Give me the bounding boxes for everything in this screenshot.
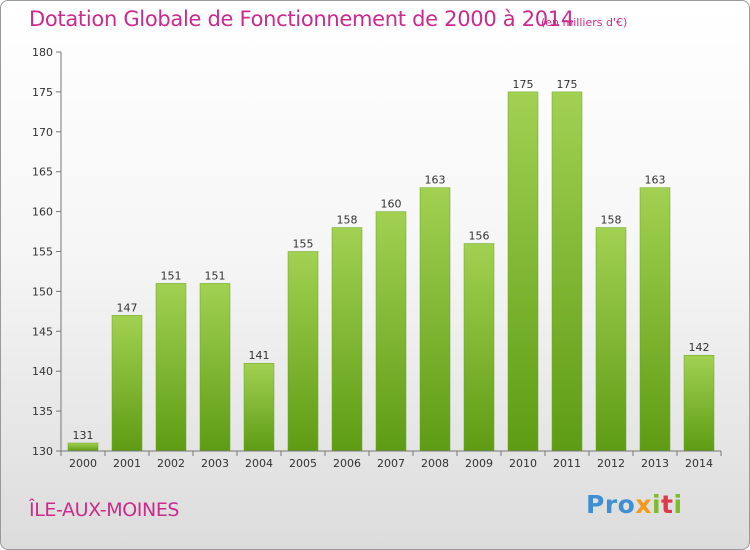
y-tick-label: 170 bbox=[32, 126, 53, 139]
y-tick-label: 175 bbox=[32, 86, 53, 99]
y-tick-label: 140 bbox=[32, 365, 53, 378]
value-label-2011: 175 bbox=[557, 78, 578, 91]
y-tick-label: 180 bbox=[32, 46, 53, 59]
value-label-2008: 163 bbox=[425, 174, 446, 187]
x-tick-label-2006: 2006 bbox=[333, 457, 361, 470]
bar-2003 bbox=[199, 283, 231, 452]
y-tick-label: 130 bbox=[32, 445, 53, 458]
value-label-2013: 163 bbox=[645, 174, 666, 187]
bar-2014 bbox=[683, 354, 715, 452]
value-label-2014: 142 bbox=[689, 341, 710, 354]
value-label-2003: 151 bbox=[205, 269, 226, 282]
y-tick-label: 160 bbox=[32, 206, 53, 219]
value-label-2002: 151 bbox=[161, 269, 182, 282]
bar-2000 bbox=[67, 442, 99, 452]
y-tick-label: 165 bbox=[32, 166, 53, 179]
bar-2002 bbox=[155, 283, 187, 452]
x-tick-label-2003: 2003 bbox=[201, 457, 229, 470]
value-label-2012: 158 bbox=[601, 214, 622, 227]
y-tick-label: 145 bbox=[32, 325, 53, 338]
x-tick-label-2009: 2009 bbox=[465, 457, 493, 470]
x-axis: 2000 2001 2002 2003 2004 2005 2006 2007 2008 2009… bbox=[60, 450, 722, 470]
commune-name: ÎLE-AUX-MOINES bbox=[29, 499, 180, 521]
value-label-2006: 158 bbox=[337, 214, 358, 227]
x-tick-label-2010: 2010 bbox=[509, 457, 537, 470]
x-tick-label-2014: 2014 bbox=[685, 457, 713, 470]
value-label-2004: 141 bbox=[249, 349, 270, 362]
value-label-2000: 131 bbox=[73, 429, 94, 442]
x-tick-label-2013: 2013 bbox=[641, 457, 669, 470]
bar-2001 bbox=[111, 315, 143, 452]
x-tick-label-2005: 2005 bbox=[289, 457, 317, 470]
x-tick-label-2002: 2002 bbox=[157, 457, 185, 470]
x-tick-label-2004: 2004 bbox=[245, 457, 273, 470]
unit-note: (en milliers d'€) bbox=[541, 16, 628, 29]
bar-2009 bbox=[463, 243, 495, 452]
bar-2010 bbox=[507, 91, 539, 452]
proxiti-logo: Proxiti bbox=[586, 490, 683, 519]
bars-layer: 131 147 151 151 141 155 158 160 163 156 175 175 158 1… bbox=[67, 78, 715, 452]
bar-2008 bbox=[419, 187, 451, 452]
value-label-2009: 156 bbox=[469, 230, 490, 243]
bar-2013 bbox=[639, 187, 671, 452]
value-label-2001: 147 bbox=[117, 301, 138, 314]
bar-2011 bbox=[551, 91, 583, 452]
bar-2007 bbox=[375, 211, 407, 452]
bar-2005 bbox=[287, 251, 319, 452]
y-tick-label: 150 bbox=[32, 285, 53, 298]
bar-2004 bbox=[243, 362, 275, 452]
value-label-2010: 175 bbox=[513, 78, 534, 91]
y-tick-label: 155 bbox=[32, 246, 53, 259]
x-tick-label-2000: 2000 bbox=[69, 457, 97, 470]
bar-2012 bbox=[595, 227, 627, 452]
chart-title: Dotation Globale de Fonctionnement de 20… bbox=[29, 7, 574, 31]
y-tick-label: 135 bbox=[32, 405, 53, 418]
value-label-2007: 160 bbox=[381, 198, 402, 211]
x-tick-label-2001: 2001 bbox=[113, 457, 141, 470]
x-tick-label-2007: 2007 bbox=[377, 457, 405, 470]
bar-2006 bbox=[331, 227, 363, 452]
x-tick-label-2012: 2012 bbox=[597, 457, 625, 470]
value-label-2005: 155 bbox=[293, 238, 314, 251]
x-tick-label-2008: 2008 bbox=[421, 457, 449, 470]
x-tick-label-2011: 2011 bbox=[553, 457, 581, 470]
y-axis: 130 135 140 145 150 155 160 165 170 175 180 bbox=[32, 46, 62, 458]
